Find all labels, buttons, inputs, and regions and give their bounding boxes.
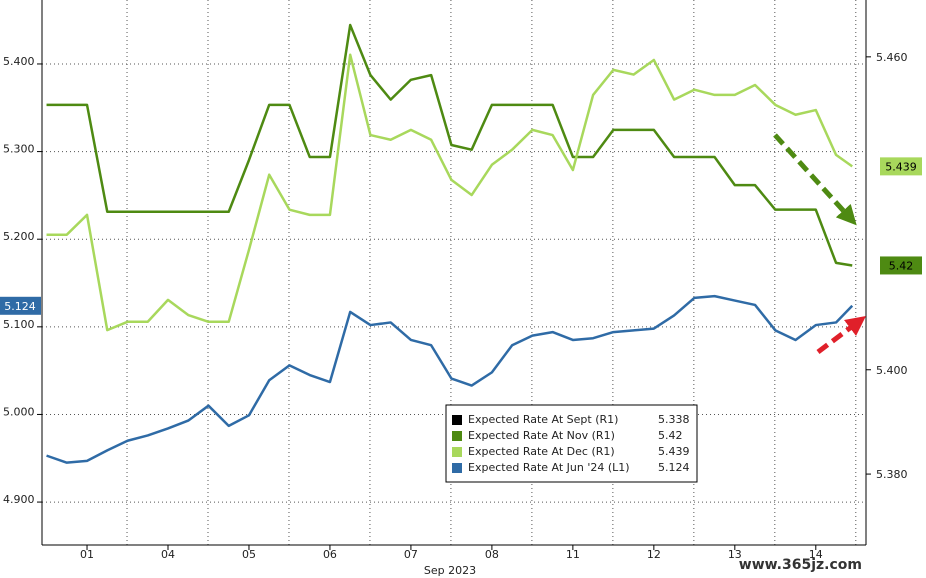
legend-value: 5.439: [658, 445, 690, 458]
x-tick-label: 06: [323, 548, 337, 561]
lines: [46, 23, 854, 464]
x-axis-label: Sep 2023: [424, 564, 476, 577]
legend-box: [445, 404, 698, 483]
legend-label: Expected Rate At Sept (R1): [468, 413, 618, 426]
value-box-label: 5.124: [4, 300, 36, 313]
grid: [42, 0, 866, 545]
x-tick-label: 12: [647, 548, 661, 561]
x-tick-label: 05: [242, 548, 256, 561]
value-box: [880, 157, 922, 176]
legend-label: Expected Rate At Nov (R1): [468, 429, 615, 442]
legend-label: Expected Rate At Jun '24 (L1): [468, 461, 630, 474]
legend-value: 5.42: [658, 429, 683, 442]
series-line: [46, 53, 853, 332]
y-tick-label: 5.400: [3, 55, 35, 68]
series-line: [46, 23, 853, 267]
legend-value: 5.124: [658, 461, 690, 474]
x-tick-label: 08: [485, 548, 499, 561]
x-tick-label: 01: [80, 548, 94, 561]
x-tick-label: 07: [404, 548, 418, 561]
legend-value: 5.338: [658, 413, 690, 426]
value-box-label: 5.439: [885, 160, 917, 173]
value-box-label: 5.42: [889, 259, 914, 272]
series-line: [46, 294, 854, 464]
legend-swatch: [452, 431, 462, 441]
watermark: www.365jz.com: [739, 557, 862, 573]
value-box: [0, 296, 41, 315]
x-tick-label: 04: [161, 548, 175, 561]
y-tick-label: 4.900: [3, 493, 35, 506]
y-tick-label: 5.200: [3, 230, 35, 243]
legend-swatch: [452, 463, 462, 473]
legend: Expected Rate At Sept (R1) 5.338 Expected …: [445, 404, 698, 483]
y-tick-label: 5.300: [3, 143, 35, 156]
x-tick-label: 11: [566, 548, 580, 561]
arrow-up: [816, 316, 866, 354]
legend-swatch: [452, 415, 462, 425]
x-tick-label: 14: [809, 548, 823, 561]
legend-label: Expected Rate At Dec (R1): [468, 445, 615, 458]
y2-tick-label: 5.380: [876, 468, 908, 481]
arrow-down: [773, 133, 857, 226]
y2-tick-label: 5.460: [876, 51, 908, 64]
x-tick-label: 13: [728, 548, 742, 561]
y-tick-label: 5.000: [3, 405, 35, 418]
legend-swatch: [452, 447, 462, 457]
y-tick-label: 5.100: [3, 318, 35, 331]
value-box: [880, 256, 922, 275]
y2-tick-label: 5.400: [876, 364, 908, 377]
